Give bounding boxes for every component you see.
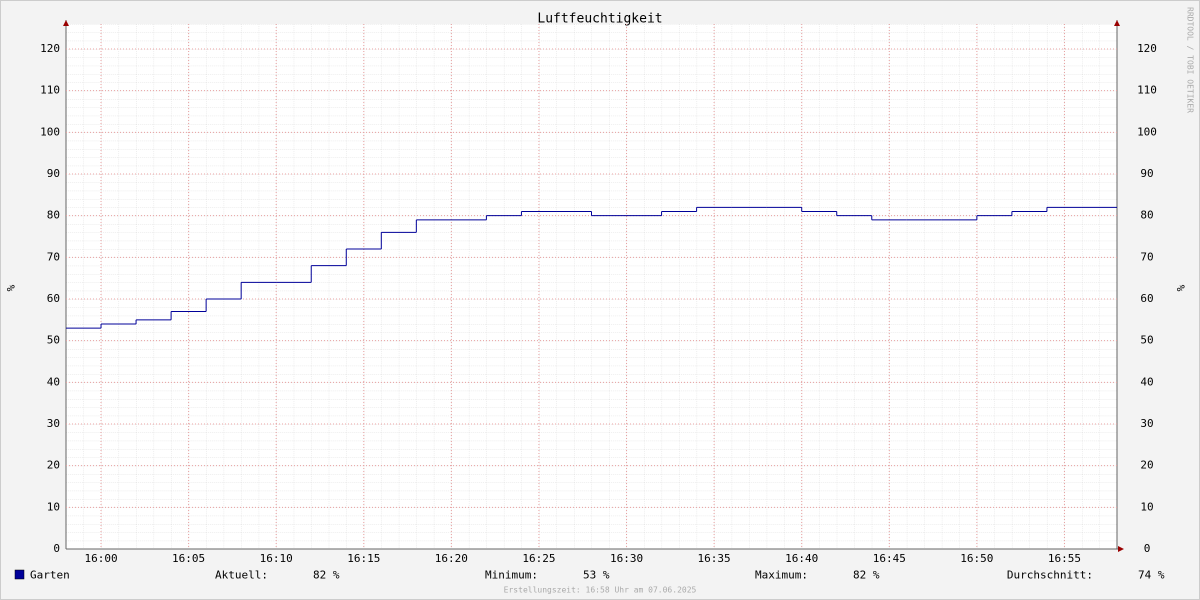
y-axis-label: %	[4, 285, 17, 292]
y-tick-label: 90	[1140, 167, 1153, 180]
y-tick-label: 100	[1137, 125, 1157, 138]
x-tick-label: 16:10	[260, 552, 293, 565]
y-tick-label: 60	[47, 292, 60, 305]
x-tick-label: 16:35	[698, 552, 731, 565]
legend-swatch	[14, 569, 25, 580]
y-tick-label: 20	[1140, 459, 1153, 472]
y-tick-label: 120	[1137, 42, 1157, 55]
x-tick-label: 16:20	[435, 552, 468, 565]
x-tick-label: 16:55	[1048, 552, 1081, 565]
y-tick-label: 50	[47, 334, 60, 347]
y-tick-label: 60	[1140, 292, 1153, 305]
footer: Erstellungszeit: 16:58 Uhr am 07.06.2025	[504, 586, 697, 595]
x-tick-label: 16:05	[172, 552, 205, 565]
y-tick-label: 40	[47, 375, 60, 388]
y-tick-label: 80	[47, 209, 60, 222]
axes	[63, 20, 1124, 552]
y-tick-label: 110	[40, 84, 60, 97]
stat-label: Aktuell:	[215, 569, 268, 582]
y-tick-label: 20	[47, 459, 60, 472]
chart-title: Luftfeuchtigkeit	[537, 12, 662, 27]
stat-label: Durchschnitt:	[1007, 569, 1093, 582]
stat-value: 82 %	[853, 569, 880, 582]
stat-label: Minimum:	[485, 569, 538, 582]
stat-label: Maximum:	[755, 569, 808, 582]
y-tick-label: 110	[1137, 84, 1157, 97]
watermark: RRDTOOL / TOBI OETIKER	[1186, 7, 1195, 113]
y-tick-label: 50	[1140, 334, 1153, 347]
x-tick-label: 16:50	[960, 552, 993, 565]
y-tick-label: 90	[47, 167, 60, 180]
x-tick-label: 16:40	[785, 552, 818, 565]
y-tick-label: 120	[40, 42, 60, 55]
y-tick-label: 70	[1140, 250, 1153, 263]
stat-value: 82 %	[313, 569, 340, 582]
stat-value: 74 %	[1138, 569, 1165, 582]
x-tick-label: 16:00	[84, 552, 117, 565]
x-tick-label: 16:15	[347, 552, 380, 565]
stat-value: 53 %	[583, 569, 610, 582]
y-tick-label: 0	[53, 542, 60, 555]
minor-grid	[66, 24, 1117, 549]
y-tick-label: 10	[47, 500, 60, 513]
x-tick-label: 16:30	[610, 552, 643, 565]
x-tick-label: 16:25	[522, 552, 555, 565]
y-tick-label: 100	[40, 125, 60, 138]
y-tick-label: 30	[47, 417, 60, 430]
y-tick-label: 30	[1140, 417, 1153, 430]
legend-label: Garten	[30, 569, 70, 582]
y-tick-label: 80	[1140, 209, 1153, 222]
y-tick-label: 70	[47, 250, 60, 263]
y-tick-label: 40	[1140, 375, 1153, 388]
y-tick-label: 0	[1144, 542, 1151, 555]
x-tick-label: 16:45	[873, 552, 906, 565]
y-axis-label: %	[1174, 285, 1187, 292]
y-tick-label: 10	[1140, 500, 1153, 513]
